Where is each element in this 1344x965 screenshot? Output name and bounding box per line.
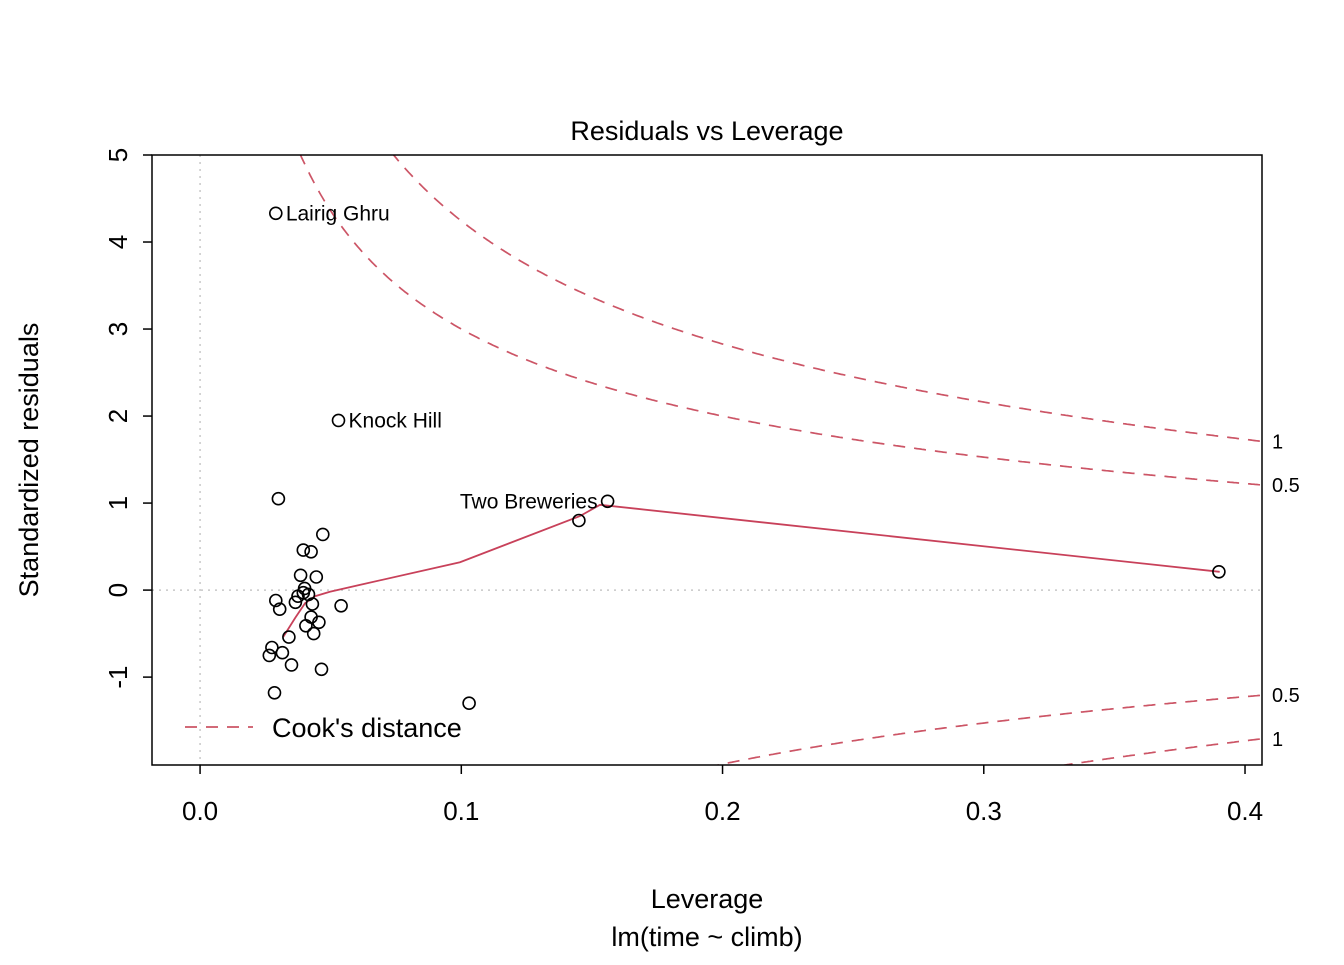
y-tick-label: -1 xyxy=(103,666,133,689)
cooks-distance-contours xyxy=(299,155,1262,765)
chart-title: Residuals vs Leverage xyxy=(570,116,843,146)
x-tick-label: 0.1 xyxy=(443,796,479,826)
x-tick-label: 0.2 xyxy=(704,796,740,826)
data-point xyxy=(1212,564,1226,579)
y-axis-label: Standardized residuals xyxy=(14,323,44,598)
data-point xyxy=(293,568,308,583)
data-point xyxy=(262,648,277,663)
data-point xyxy=(305,597,320,611)
data-point xyxy=(288,595,303,610)
x-tick-label: 0.4 xyxy=(1227,796,1263,826)
plot-border xyxy=(151,154,1263,766)
data-point xyxy=(309,570,324,584)
model-label: lm(time ~ climb) xyxy=(611,922,802,952)
point-labels: Lairig Ghru Knock Hill Two Breweries xyxy=(286,202,598,513)
data-point xyxy=(271,491,286,506)
data-point xyxy=(572,513,586,528)
x-axis-label: Leverage xyxy=(651,884,764,914)
y-tick-label: 2 xyxy=(103,409,133,423)
contour-label: 1 xyxy=(1272,729,1283,751)
contour-label: 1 xyxy=(1272,431,1283,453)
data-point xyxy=(296,543,311,557)
data-point xyxy=(268,593,283,608)
cooks-contour-1-lower xyxy=(1059,737,1262,765)
cooks-contour-0.5-upper xyxy=(299,155,1262,486)
data-point xyxy=(312,615,326,630)
y-tick-label: 1 xyxy=(103,496,133,510)
data-point xyxy=(331,413,346,428)
data-point xyxy=(275,645,290,660)
cooks-contour-1-upper xyxy=(392,155,1262,443)
data-point xyxy=(299,618,313,633)
legend: Cook's distance xyxy=(185,713,462,743)
data-point xyxy=(314,662,329,677)
smooth-line xyxy=(282,503,1220,638)
smooth-line-group xyxy=(282,503,1220,638)
contour-label: 0.5 xyxy=(1272,685,1300,707)
contour-labels: 1 0.5 0.5 1 xyxy=(1272,431,1300,750)
data-point xyxy=(304,544,318,559)
point-label: Lairig Ghru xyxy=(286,202,390,225)
data-point xyxy=(334,598,348,613)
data-point xyxy=(600,494,615,509)
data-point xyxy=(291,589,305,604)
x-tick-label: 0.3 xyxy=(966,796,1002,826)
data-point xyxy=(282,630,296,644)
data-point xyxy=(268,206,283,221)
y-tick-label: 3 xyxy=(103,322,133,336)
legend-label: Cook's distance xyxy=(272,713,462,743)
point-label: Two Breweries xyxy=(460,490,598,513)
data-point xyxy=(265,640,279,655)
y-tick-label: 4 xyxy=(103,235,133,249)
y-tick-label: 0 xyxy=(103,583,133,597)
data-point xyxy=(267,685,282,700)
contour-label: 0.5 xyxy=(1272,475,1300,497)
point-label: Knock Hill xyxy=(349,409,442,432)
y-tick-label: 5 xyxy=(103,148,133,162)
data-point xyxy=(272,602,287,617)
axis-ticks: 0.0 0.1 0.2 0.3 0.4 -1 0 1 2 3 4 5 xyxy=(103,148,1263,826)
data-point xyxy=(306,626,321,641)
data-point xyxy=(315,527,330,542)
data-points xyxy=(262,206,1226,711)
data-point xyxy=(462,696,476,711)
cooks-contour-0.5-lower xyxy=(714,694,1262,765)
data-point xyxy=(284,658,299,672)
reference-lines xyxy=(152,155,1262,765)
x-tick-label: 0.0 xyxy=(182,796,218,826)
